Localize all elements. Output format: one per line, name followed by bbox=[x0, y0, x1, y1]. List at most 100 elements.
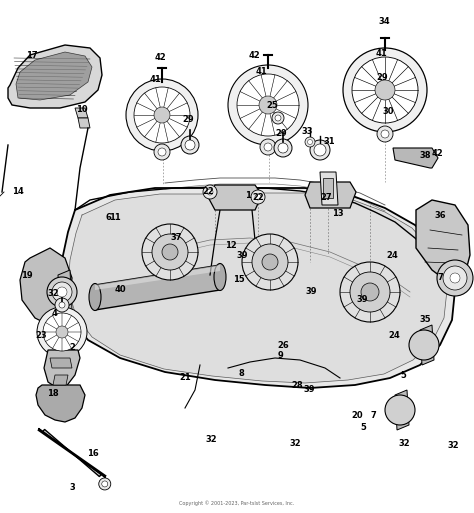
Text: 6: 6 bbox=[105, 213, 111, 223]
Circle shape bbox=[252, 244, 288, 280]
Circle shape bbox=[162, 244, 178, 260]
Text: 42: 42 bbox=[154, 52, 166, 62]
Text: 27: 27 bbox=[320, 193, 332, 203]
Circle shape bbox=[185, 140, 195, 150]
Text: 28: 28 bbox=[291, 381, 303, 389]
Text: 18: 18 bbox=[47, 388, 59, 398]
Text: 29: 29 bbox=[275, 128, 287, 137]
Circle shape bbox=[314, 144, 326, 156]
Circle shape bbox=[409, 330, 439, 360]
Circle shape bbox=[52, 282, 72, 302]
Text: 30: 30 bbox=[382, 108, 394, 116]
Circle shape bbox=[181, 136, 199, 154]
Text: 32: 32 bbox=[47, 289, 59, 299]
Text: 38: 38 bbox=[419, 150, 431, 160]
Polygon shape bbox=[68, 193, 447, 383]
Text: 35: 35 bbox=[419, 315, 431, 325]
Text: 39: 39 bbox=[236, 251, 248, 261]
Text: 8: 8 bbox=[238, 368, 244, 378]
Polygon shape bbox=[53, 375, 68, 385]
Text: 21: 21 bbox=[179, 373, 191, 383]
Text: 32: 32 bbox=[205, 436, 217, 444]
Circle shape bbox=[228, 65, 308, 145]
Circle shape bbox=[352, 57, 418, 123]
Text: 3: 3 bbox=[69, 483, 75, 491]
Text: 15: 15 bbox=[233, 274, 245, 284]
Circle shape bbox=[305, 137, 315, 147]
Text: 40: 40 bbox=[114, 285, 126, 293]
Text: 13: 13 bbox=[332, 208, 344, 218]
Text: 10: 10 bbox=[76, 105, 88, 113]
Circle shape bbox=[56, 326, 68, 338]
Circle shape bbox=[152, 234, 188, 270]
Circle shape bbox=[275, 115, 281, 121]
Circle shape bbox=[437, 260, 473, 296]
Text: 39: 39 bbox=[356, 294, 368, 304]
Circle shape bbox=[377, 126, 393, 142]
Circle shape bbox=[262, 254, 278, 270]
Circle shape bbox=[264, 143, 272, 151]
Circle shape bbox=[134, 87, 190, 143]
Circle shape bbox=[142, 224, 198, 280]
Circle shape bbox=[340, 262, 400, 322]
Text: 42: 42 bbox=[431, 149, 443, 159]
Circle shape bbox=[274, 139, 292, 157]
Circle shape bbox=[47, 277, 77, 307]
Text: 32: 32 bbox=[447, 441, 459, 449]
Text: 19: 19 bbox=[21, 270, 33, 280]
Circle shape bbox=[203, 185, 217, 199]
Polygon shape bbox=[50, 358, 72, 368]
Ellipse shape bbox=[89, 284, 101, 310]
Text: 25: 25 bbox=[266, 101, 278, 109]
Circle shape bbox=[154, 107, 170, 123]
Polygon shape bbox=[393, 148, 438, 168]
Circle shape bbox=[126, 79, 198, 151]
Circle shape bbox=[43, 313, 81, 351]
Circle shape bbox=[310, 140, 330, 160]
Circle shape bbox=[450, 273, 460, 283]
Text: 7: 7 bbox=[437, 272, 443, 282]
Text: 11: 11 bbox=[109, 213, 121, 223]
Text: 41: 41 bbox=[255, 68, 267, 76]
Circle shape bbox=[443, 266, 467, 290]
Text: 39: 39 bbox=[303, 385, 315, 394]
Circle shape bbox=[278, 143, 288, 153]
Text: 20: 20 bbox=[351, 411, 363, 421]
Text: 12: 12 bbox=[225, 242, 237, 250]
Circle shape bbox=[251, 190, 265, 204]
Text: 16: 16 bbox=[87, 448, 99, 458]
Circle shape bbox=[55, 298, 69, 312]
Polygon shape bbox=[395, 390, 409, 430]
Text: 29: 29 bbox=[376, 73, 388, 83]
Text: 17: 17 bbox=[26, 50, 38, 60]
Polygon shape bbox=[323, 178, 333, 198]
Polygon shape bbox=[305, 182, 356, 208]
Text: 5: 5 bbox=[400, 370, 406, 380]
Polygon shape bbox=[20, 248, 72, 328]
Polygon shape bbox=[320, 172, 338, 205]
Text: 24: 24 bbox=[388, 331, 400, 341]
Text: 1: 1 bbox=[245, 190, 251, 200]
Polygon shape bbox=[44, 350, 80, 390]
Text: 29: 29 bbox=[182, 115, 194, 125]
Text: 41: 41 bbox=[149, 75, 161, 85]
Circle shape bbox=[361, 283, 379, 301]
Circle shape bbox=[158, 148, 166, 156]
Circle shape bbox=[154, 144, 170, 160]
Polygon shape bbox=[38, 428, 106, 478]
Circle shape bbox=[308, 140, 312, 145]
Text: 36: 36 bbox=[434, 210, 446, 220]
Circle shape bbox=[242, 234, 298, 290]
Text: Copyright © 2001-2023, Par-tslst Services, Inc.: Copyright © 2001-2023, Par-tslst Service… bbox=[180, 500, 294, 506]
Text: 26: 26 bbox=[277, 342, 289, 350]
Circle shape bbox=[207, 189, 213, 195]
Text: 14: 14 bbox=[12, 187, 24, 196]
Circle shape bbox=[375, 80, 395, 100]
Text: 9: 9 bbox=[278, 350, 284, 360]
Text: 22: 22 bbox=[252, 193, 264, 203]
Text: 22: 22 bbox=[202, 187, 214, 196]
Text: 32: 32 bbox=[289, 440, 301, 448]
Polygon shape bbox=[58, 270, 72, 315]
Polygon shape bbox=[208, 185, 262, 210]
Circle shape bbox=[237, 74, 299, 136]
